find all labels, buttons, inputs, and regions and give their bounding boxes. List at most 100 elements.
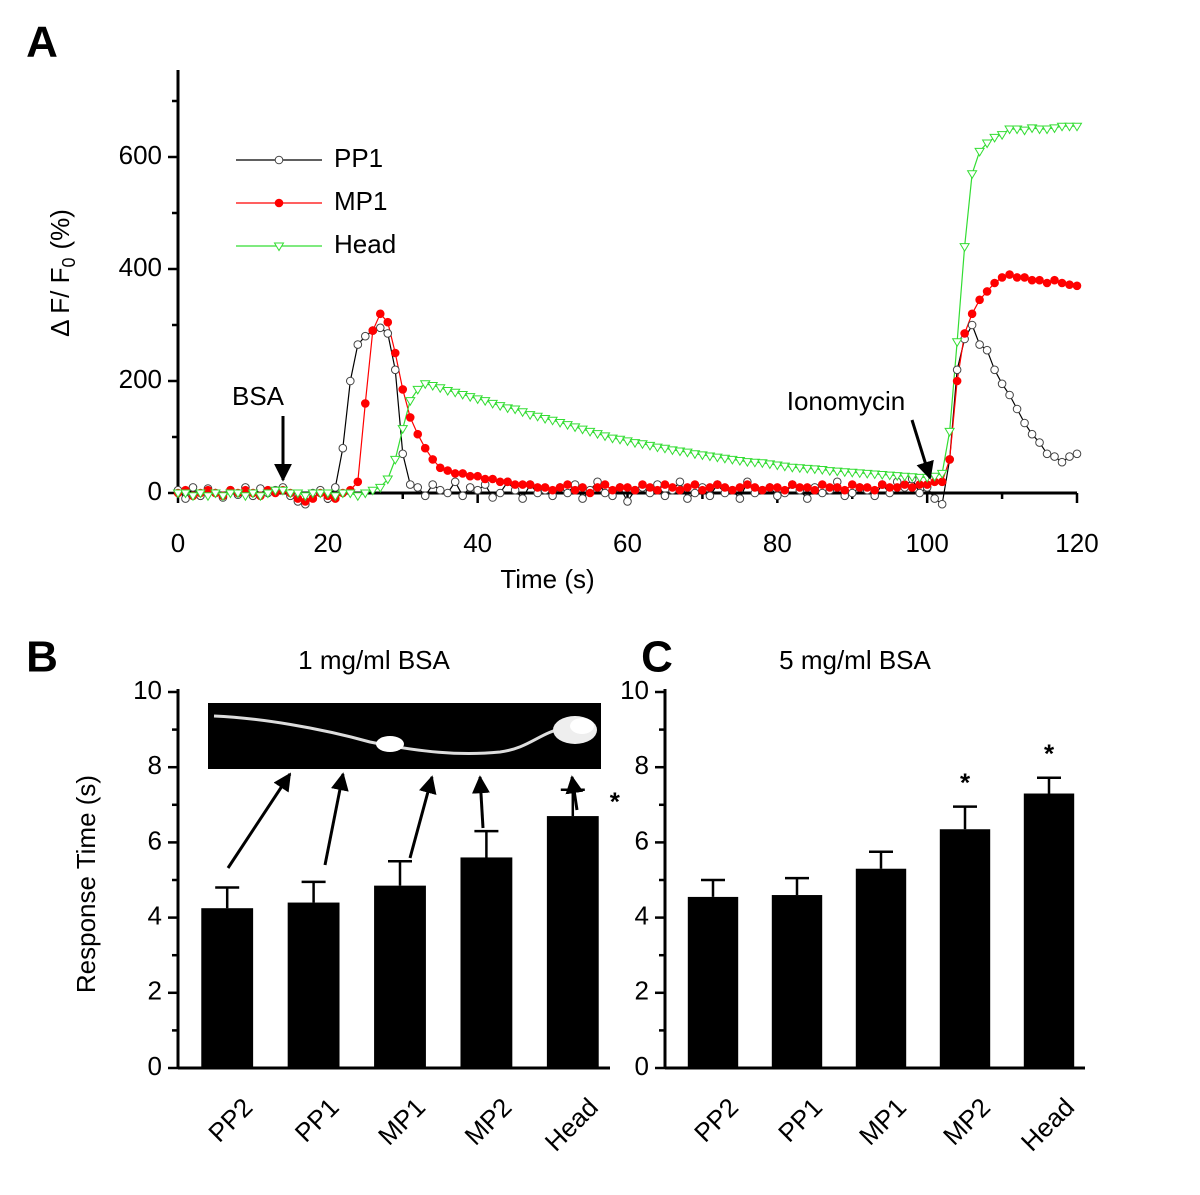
bar (687, 896, 739, 1068)
inset-image (208, 703, 601, 769)
point (563, 480, 572, 489)
point (741, 458, 753, 468)
point (728, 485, 737, 495)
point (374, 483, 386, 493)
point (840, 485, 850, 495)
point (825, 483, 835, 492)
point (1027, 275, 1037, 285)
y-tick-label: 2 (148, 976, 162, 1006)
point (331, 483, 340, 492)
point (891, 472, 903, 482)
y-label-suffix: (%) (45, 209, 75, 249)
point (375, 309, 385, 319)
point (854, 469, 866, 479)
point (937, 477, 947, 487)
point (314, 489, 326, 499)
point (503, 477, 512, 487)
error-bar (560, 788, 585, 817)
point (645, 483, 655, 492)
point (794, 464, 806, 474)
chart-title: 1 mg/ml BSA (298, 645, 450, 675)
point (698, 485, 707, 495)
point (428, 455, 438, 464)
point (344, 489, 356, 499)
point (884, 471, 896, 481)
point (473, 471, 482, 481)
panel-label: C (641, 633, 673, 682)
bar (374, 885, 426, 1068)
point (877, 480, 887, 489)
point (187, 492, 199, 502)
point (1012, 404, 1022, 414)
point (817, 488, 827, 498)
y-tick-label: 0 (148, 476, 162, 506)
point (885, 483, 895, 492)
point (951, 338, 963, 348)
point (180, 489, 191, 499)
point (975, 295, 984, 305)
point (420, 443, 430, 453)
point (435, 485, 445, 495)
point (600, 488, 610, 498)
point (764, 460, 776, 470)
point (1042, 278, 1052, 288)
point (855, 483, 865, 492)
point (443, 466, 453, 475)
point (442, 387, 454, 396)
point (488, 493, 497, 502)
point (210, 489, 221, 499)
point (944, 427, 956, 437)
panel-label: B (26, 633, 58, 682)
point (989, 133, 1000, 143)
point (299, 492, 311, 502)
legend-marker (274, 155, 284, 165)
point (1050, 452, 1059, 461)
point (803, 483, 812, 492)
point (638, 480, 647, 489)
point (510, 480, 520, 489)
point (1056, 122, 1068, 132)
point (458, 469, 467, 478)
point (1020, 273, 1029, 282)
point (450, 477, 460, 487)
point (1057, 278, 1067, 288)
point (771, 461, 783, 471)
point (720, 483, 730, 492)
point (1005, 390, 1014, 400)
point (990, 365, 999, 375)
point (518, 494, 527, 503)
point (247, 489, 259, 499)
point (809, 465, 821, 475)
point (435, 463, 445, 473)
point (817, 480, 827, 489)
point (518, 480, 527, 489)
point (682, 448, 693, 458)
bar (939, 829, 991, 1068)
point (930, 494, 939, 503)
x-tick-label: 100 (905, 528, 948, 558)
point (322, 489, 334, 499)
point (756, 459, 768, 469)
point (630, 485, 640, 495)
point (608, 485, 617, 495)
point (869, 470, 881, 480)
significance: * (1044, 739, 1055, 769)
point (539, 415, 551, 424)
point (1012, 273, 1022, 282)
point (465, 483, 475, 492)
point (353, 477, 363, 487)
point (397, 425, 409, 435)
point (404, 397, 416, 407)
point (346, 376, 355, 386)
point (352, 492, 364, 502)
point (967, 320, 977, 330)
point (795, 483, 805, 492)
point (533, 483, 542, 492)
error-bar (701, 878, 725, 897)
point (270, 486, 281, 496)
annotation: Ionomycin (787, 386, 906, 416)
point (413, 429, 423, 439)
point (689, 450, 701, 460)
point (240, 492, 251, 502)
point (413, 483, 423, 492)
